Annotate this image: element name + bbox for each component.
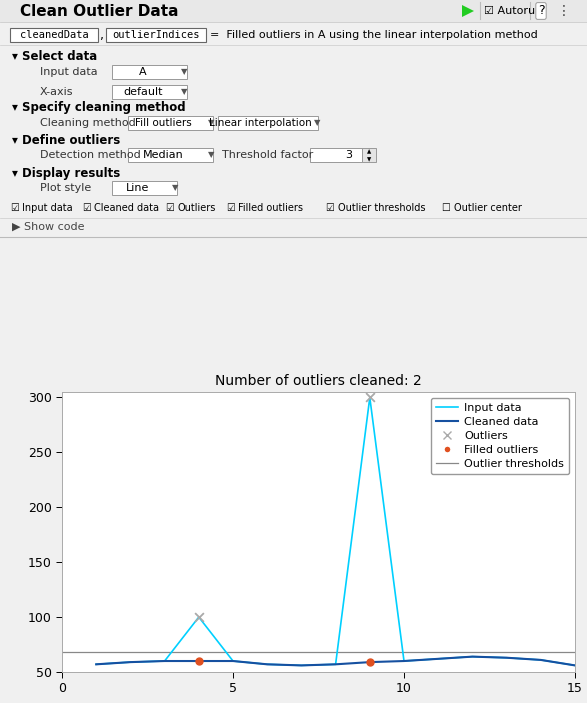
Text: ▼: ▼: [208, 150, 214, 160]
Text: ☑ Autorun: ☑ Autorun: [484, 6, 542, 16]
Point: [365, 392, 375, 403]
Text: ▾ Display results: ▾ Display results: [12, 167, 120, 179]
FancyBboxPatch shape: [310, 148, 362, 162]
Text: ▼: ▼: [367, 157, 371, 162]
Text: Threshold factor: Threshold factor: [222, 150, 313, 160]
Text: Cleaning method: Cleaning method: [40, 118, 136, 128]
Text: ▾ Specify cleaning method: ▾ Specify cleaning method: [12, 101, 185, 115]
Text: Outliers: Outliers: [177, 203, 215, 213]
Text: cleanedData: cleanedData: [19, 30, 89, 40]
Text: ▼: ▼: [172, 183, 178, 193]
Text: Linear interpolation: Linear interpolation: [208, 118, 311, 128]
Text: ▶ Show code: ▶ Show code: [12, 222, 85, 232]
Point: [365, 657, 375, 668]
Text: Input data: Input data: [22, 203, 73, 213]
FancyBboxPatch shape: [106, 28, 206, 42]
Text: outlierIndices: outlierIndices: [112, 30, 200, 40]
FancyBboxPatch shape: [112, 85, 187, 99]
Text: ☑: ☑: [10, 203, 19, 213]
Text: ▾ Define outliers: ▾ Define outliers: [12, 134, 120, 146]
Text: Line: Line: [126, 183, 150, 193]
Bar: [0, 0, 587, 22]
Text: ▲: ▲: [367, 150, 371, 155]
Text: ▼: ▼: [181, 87, 187, 96]
Text: Input data: Input data: [40, 67, 97, 77]
Title: Number of outliers cleaned: 2: Number of outliers cleaned: 2: [215, 374, 422, 388]
Text: 3: 3: [345, 150, 352, 160]
Text: ⋮: ⋮: [557, 4, 571, 18]
Text: ▼: ▼: [208, 119, 214, 127]
Text: ☑: ☑: [326, 203, 334, 213]
Text: =  Filled outliers in A using the linear interpolation method: = Filled outliers in A using the linear …: [210, 30, 538, 40]
Text: Detection method: Detection method: [40, 150, 141, 160]
FancyBboxPatch shape: [128, 116, 213, 130]
Text: ▾ Select data: ▾ Select data: [12, 51, 97, 63]
Text: Fill outliers: Fill outliers: [134, 118, 191, 128]
Text: Cleaned data: Cleaned data: [94, 203, 159, 213]
Text: Outlier center: Outlier center: [454, 203, 521, 213]
Text: ☑: ☑: [82, 203, 91, 213]
Text: ☑: ☑: [165, 203, 174, 213]
Text: default: default: [123, 87, 163, 97]
Text: ☐: ☐: [441, 203, 450, 213]
Text: ▼: ▼: [181, 67, 187, 77]
FancyBboxPatch shape: [10, 28, 98, 42]
Text: Filled outliers: Filled outliers: [238, 203, 303, 213]
FancyBboxPatch shape: [362, 148, 376, 162]
Text: X-axis: X-axis: [40, 87, 73, 97]
Text: Median: Median: [143, 150, 183, 160]
FancyBboxPatch shape: [218, 116, 318, 130]
FancyBboxPatch shape: [128, 148, 213, 162]
Text: Plot style: Plot style: [40, 183, 91, 193]
FancyBboxPatch shape: [112, 65, 187, 79]
Text: ▼: ▼: [314, 119, 321, 127]
Legend: Input data, Cleaned data, Outliers, Filled outliers, Outlier thresholds: Input data, Cleaned data, Outliers, Fill…: [431, 398, 569, 475]
Text: Clean Outlier Data: Clean Outlier Data: [20, 4, 178, 18]
Text: A: A: [139, 67, 147, 77]
FancyBboxPatch shape: [112, 181, 177, 195]
Text: ☑: ☑: [226, 203, 235, 213]
Point: [194, 655, 204, 666]
Point: [194, 612, 204, 623]
Text: ?: ?: [538, 4, 544, 18]
Text: ,: ,: [100, 29, 104, 41]
Text: Outlier thresholds: Outlier thresholds: [338, 203, 425, 213]
